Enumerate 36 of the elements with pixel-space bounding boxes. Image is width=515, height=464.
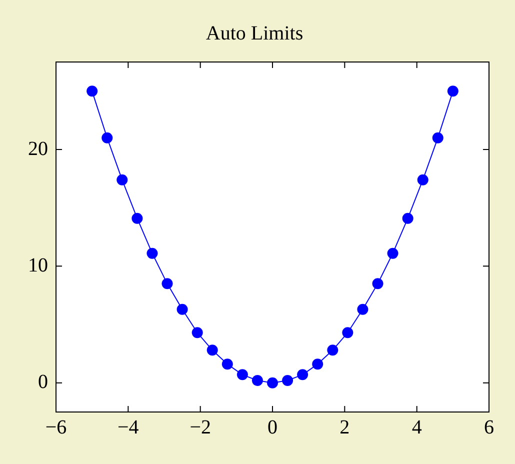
y-tick-label: 0	[38, 371, 48, 394]
point	[342, 327, 354, 338]
point	[222, 358, 233, 370]
point	[387, 248, 398, 259]
point	[206, 344, 218, 356]
point	[402, 212, 414, 224]
point	[236, 369, 248, 380]
x-tick-label: 4	[412, 416, 422, 438]
x-tick-label: 6	[484, 416, 494, 438]
x-tick-label: 0	[268, 416, 278, 438]
point	[146, 248, 158, 259]
point	[417, 174, 428, 186]
point	[327, 344, 338, 356]
point	[252, 375, 263, 386]
point	[312, 358, 324, 370]
point	[102, 132, 113, 144]
x-tick-label: −4	[118, 416, 139, 438]
point	[116, 174, 128, 186]
point	[447, 86, 458, 97]
x-tick-label: −6	[45, 416, 67, 438]
y-tick-label: 10	[28, 254, 48, 276]
point	[297, 369, 308, 380]
x-tick-label: 2	[340, 416, 350, 438]
point	[357, 304, 368, 315]
x-tick-label: −2	[190, 416, 211, 438]
point	[432, 132, 444, 144]
point	[86, 86, 98, 97]
point	[267, 377, 278, 388]
point	[176, 304, 188, 315]
point	[132, 212, 143, 224]
point	[282, 375, 294, 386]
y-tick-label: 20	[28, 138, 48, 160]
point	[162, 278, 173, 290]
point	[192, 327, 203, 338]
chart-title: Auto Limits	[206, 22, 304, 44]
point	[372, 278, 384, 290]
